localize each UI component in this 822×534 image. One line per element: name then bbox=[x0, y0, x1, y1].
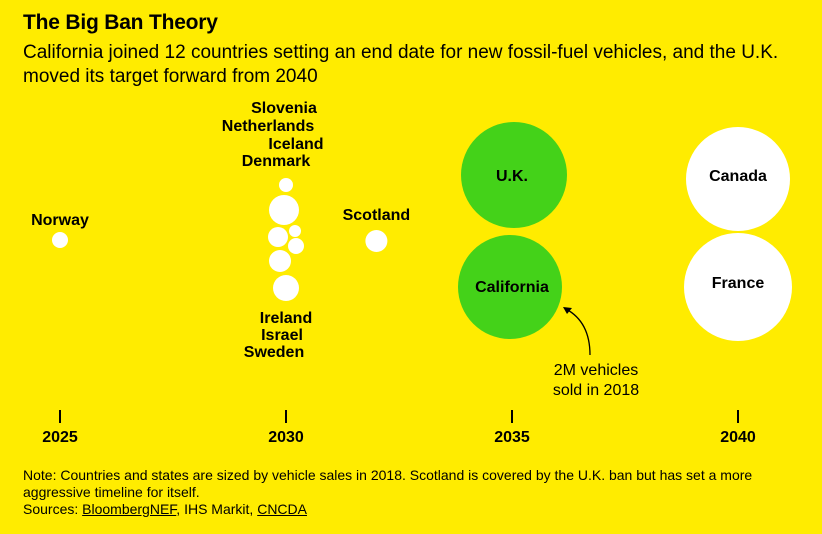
bubble-france bbox=[684, 233, 792, 341]
note-text: Note: Countries and states are sized by … bbox=[23, 467, 753, 500]
label-scotland: Scotland bbox=[343, 207, 411, 224]
label-u-k: U.K. bbox=[496, 168, 528, 185]
sources-line: Sources: BloombergNEF, IHS Markit, CNCDA bbox=[23, 501, 307, 517]
bubble-u-k bbox=[461, 122, 567, 228]
bubble-scotland bbox=[365, 230, 388, 252]
bubble-ireland bbox=[288, 238, 304, 254]
annotation-arrowhead bbox=[563, 307, 572, 314]
annotation-line-2: sold in 2018 bbox=[553, 382, 639, 399]
bubble-netherlands bbox=[269, 195, 299, 225]
label-netherlands: Netherlands bbox=[222, 118, 315, 135]
bubble-canada bbox=[686, 127, 790, 231]
label-ireland: Ireland bbox=[260, 310, 312, 327]
label-slovenia: Slovenia bbox=[251, 100, 317, 117]
bubble-denmark bbox=[268, 227, 288, 247]
bubble-chart: 2025 2030 2035 2040 Norway SloveniaNetherland… bbox=[31, 100, 792, 446]
chart-title: The Big Ban Theory bbox=[23, 11, 218, 34]
label-california: California bbox=[475, 279, 549, 296]
label-france: France bbox=[712, 275, 765, 292]
source-link-cncda[interactable]: CNCDA bbox=[257, 501, 307, 517]
tick-label-2040: 2040 bbox=[720, 429, 756, 446]
tick-label-2035: 2035 bbox=[494, 429, 530, 446]
label-canada: Canada bbox=[709, 168, 767, 185]
label-israel: Israel bbox=[261, 327, 303, 344]
label-norway: Norway bbox=[31, 212, 89, 229]
label-denmark: Denmark bbox=[242, 153, 311, 170]
label-sweden: Sweden bbox=[244, 344, 304, 361]
label-iceland: Iceland bbox=[268, 136, 323, 153]
source-ihs: IHS Markit bbox=[184, 501, 250, 517]
source-link-bnef[interactable]: BloombergNEF bbox=[82, 501, 177, 517]
bubble-sweden bbox=[273, 275, 299, 301]
bubble-iceland bbox=[289, 225, 301, 237]
tick-label-2025: 2025 bbox=[42, 429, 78, 446]
chart-subtitle: California joined 12 countries setting a… bbox=[23, 42, 779, 87]
sources-label: Sources: bbox=[23, 501, 83, 517]
bubble-norway bbox=[52, 232, 68, 248]
bubble-israel bbox=[269, 250, 291, 272]
annotation-line-1: 2M vehicles bbox=[554, 362, 638, 379]
bubble-slovenia bbox=[279, 178, 293, 192]
footer: Note: Countries and states are sized by … bbox=[23, 467, 803, 518]
tick-label-2030: 2030 bbox=[268, 429, 304, 446]
annotation-arrow bbox=[565, 308, 591, 356]
bubble-california bbox=[458, 235, 562, 339]
